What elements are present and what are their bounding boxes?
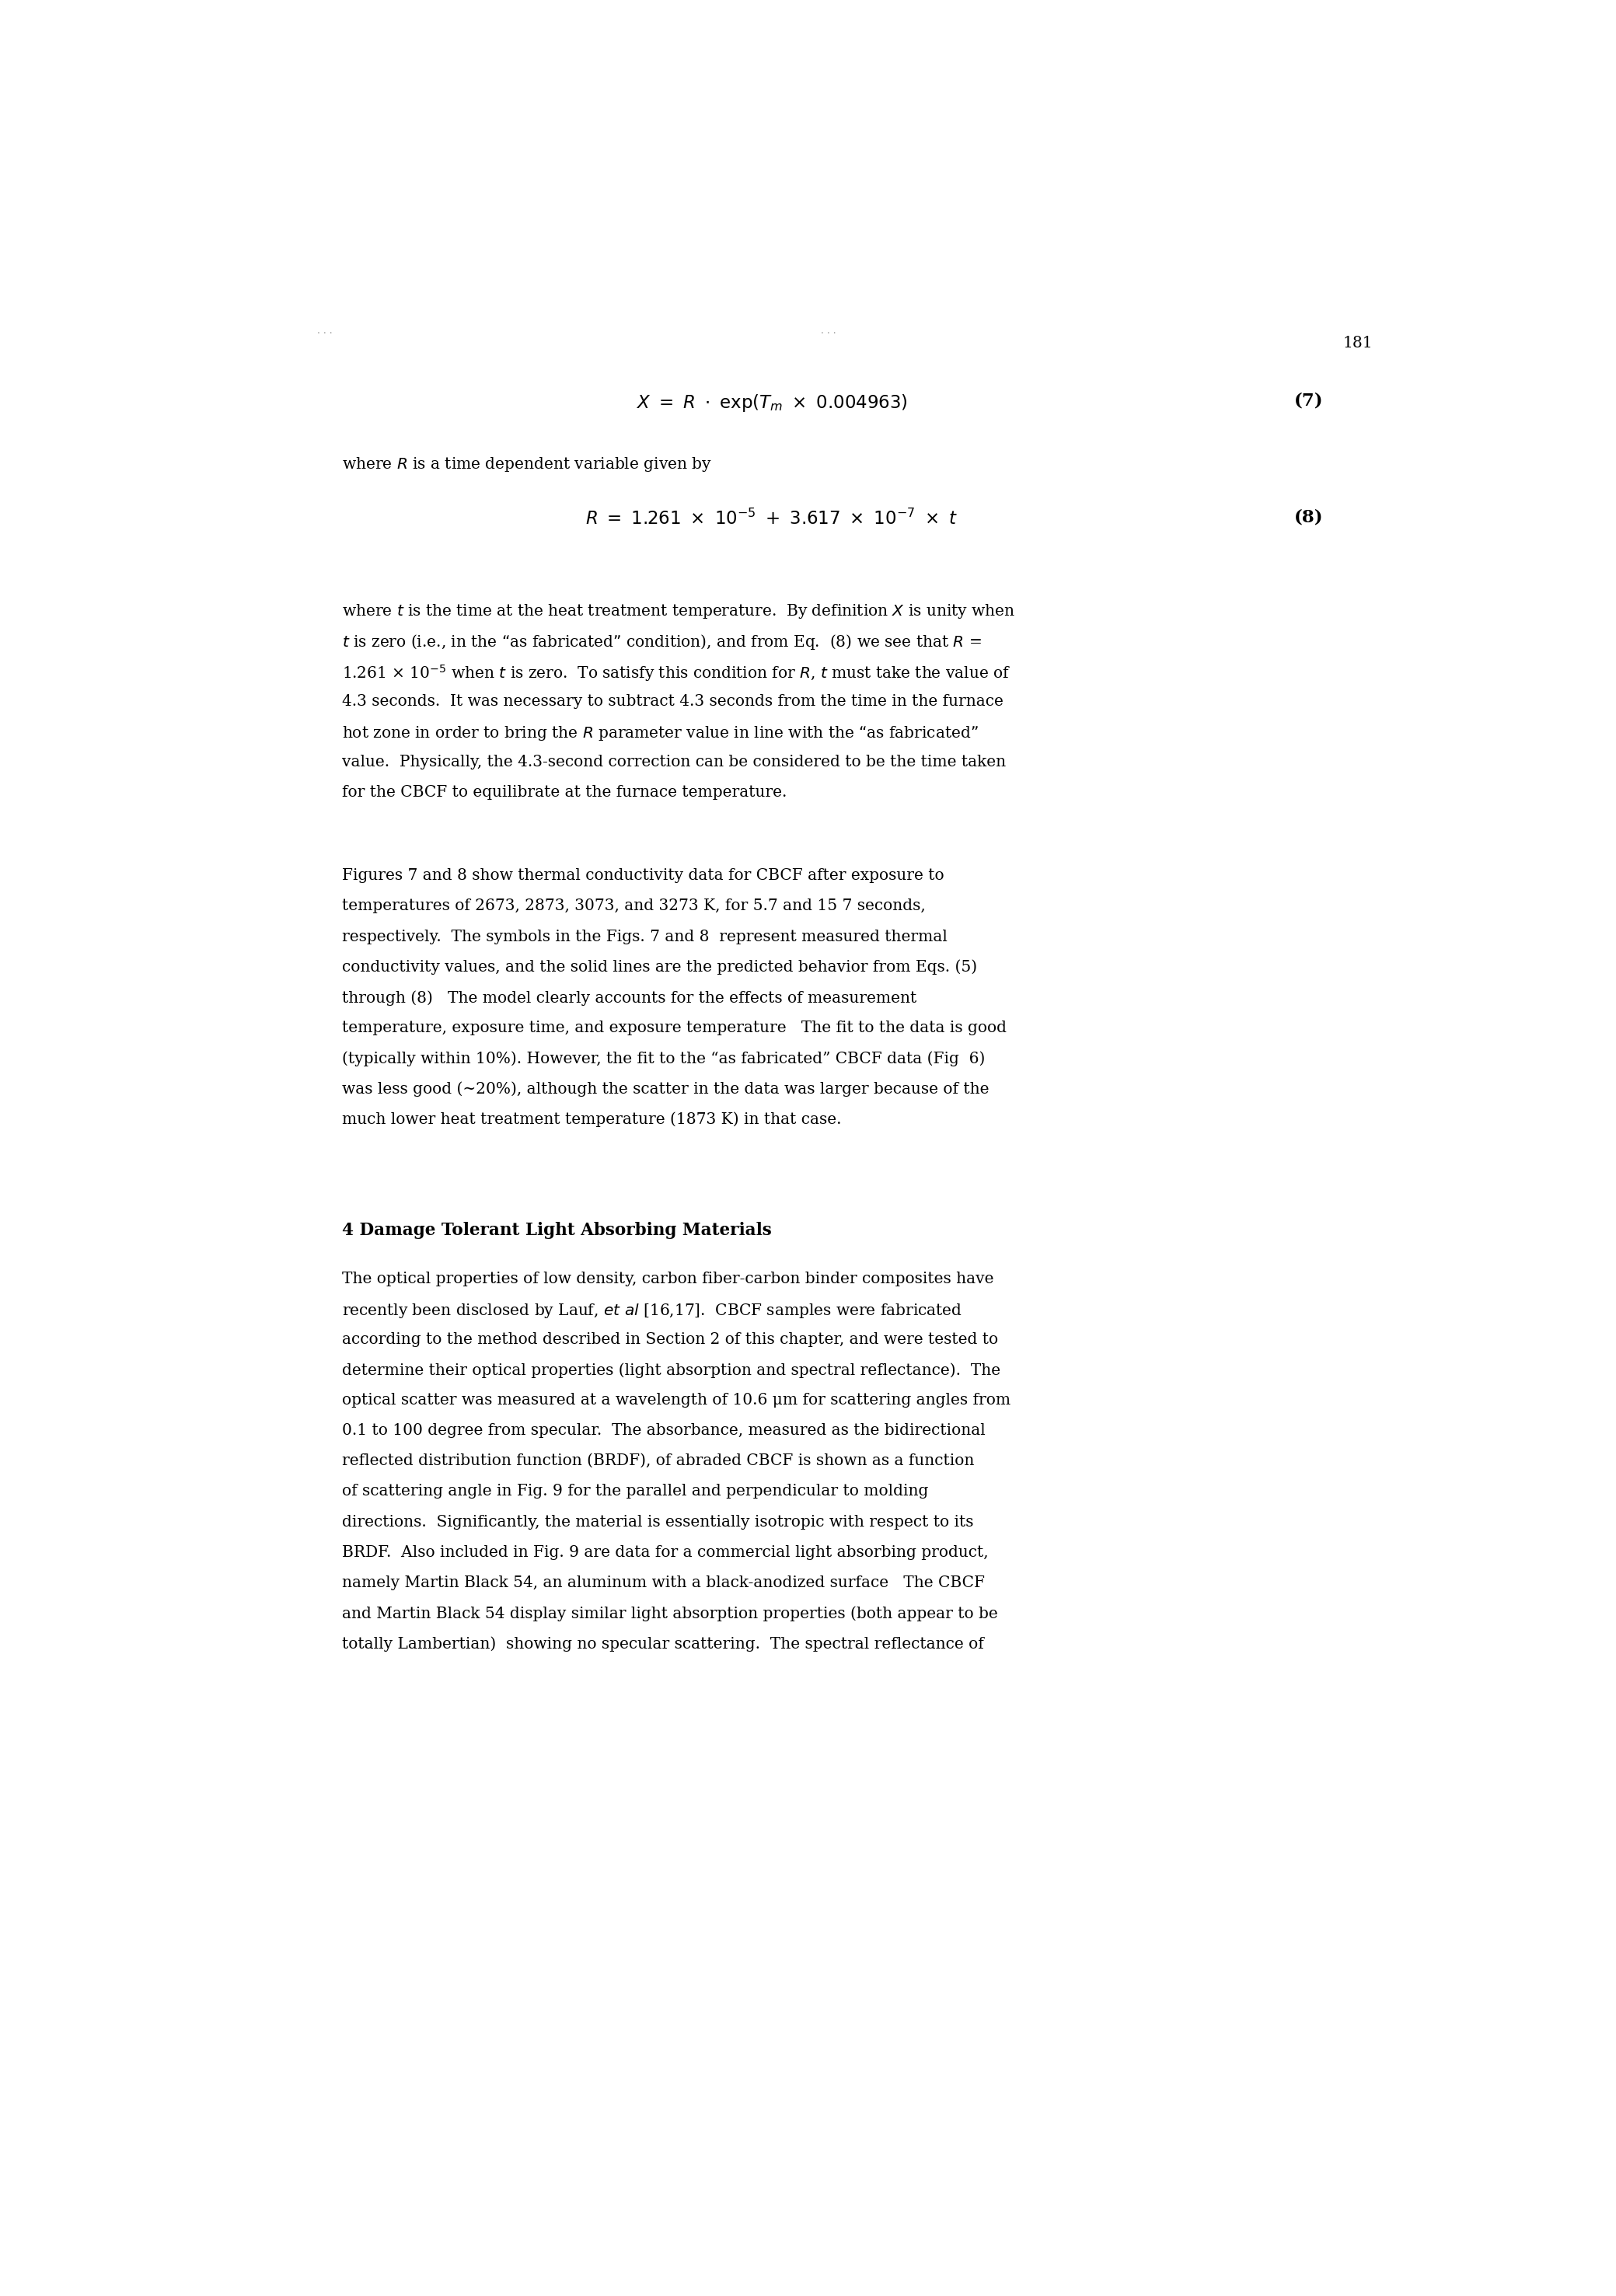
Text: namely Martin Black 54, an aluminum with a black-anodized surface   The CBCF: namely Martin Black 54, an aluminum with…	[343, 1575, 986, 1591]
Text: Figures 7 and 8 show thermal conductivity data for CBCF after exposure to: Figures 7 and 8 show thermal conductivit…	[343, 868, 944, 884]
Text: hot zone in order to bring the $R$ parameter value in line with the “as fabricat: hot zone in order to bring the $R$ param…	[343, 723, 979, 742]
Text: · · ·: · · ·	[821, 328, 835, 340]
Text: of scattering angle in Fig. 9 for the parallel and perpendicular to molding: of scattering angle in Fig. 9 for the pa…	[343, 1483, 929, 1499]
Text: recently been disclosed by Lauf, $et\ al$ [16,17].  CBCF samples were fabricated: recently been disclosed by Lauf, $et\ al…	[343, 1302, 963, 1320]
Text: $t$ is zero (i.e., in the “as fabricated” condition), and from Eq.  (8) we see t: $t$ is zero (i.e., in the “as fabricated…	[343, 634, 983, 652]
Text: 4.3 seconds.  It was necessary to subtract 4.3 seconds from the time in the furn: 4.3 seconds. It was necessary to subtrac…	[343, 693, 1004, 709]
Text: respectively.  The symbols in the Figs. 7 and 8  represent measured thermal: respectively. The symbols in the Figs. 7…	[343, 930, 947, 944]
Text: directions.  Significantly, the material is essentially isotropic with respect t: directions. Significantly, the material …	[343, 1515, 974, 1529]
Text: where $R$ is a time dependent variable given by: where $R$ is a time dependent variable g…	[343, 457, 713, 473]
Text: determine their optical properties (light absorption and spectral reflectance). : determine their optical properties (ligh…	[343, 1362, 1000, 1378]
Text: (7): (7)	[1294, 393, 1324, 409]
Text: 0.1 to 100 degree from specular.  The absorbance, measured as the bidirectional: 0.1 to 100 degree from specular. The abs…	[343, 1424, 986, 1437]
Text: $X \ = \ R \ \cdot \ \exp(T_{m} \ \times \ 0.004963)$: $X \ = \ R \ \cdot \ \exp(T_{m} \ \times…	[637, 393, 908, 413]
Text: 181: 181	[1343, 335, 1374, 351]
Text: and Martin Black 54 display similar light absorption properties (both appear to : and Martin Black 54 display similar ligh…	[343, 1605, 999, 1621]
Text: through (8)   The model clearly accounts for the effects of measurement: through (8) The model clearly accounts f…	[343, 990, 916, 1006]
Text: for the CBCF to equilibrate at the furnace temperature.: for the CBCF to equilibrate at the furna…	[343, 785, 787, 799]
Text: value.  Physically, the 4.3-second correction can be considered to be the time t: value. Physically, the 4.3-second correc…	[343, 755, 1007, 769]
Text: $R \ = \ 1.261 \ \times \ 10^{-5} \ + \ 3.617 \ \times \ 10^{-7} \ \times \ t$: $R \ = \ 1.261 \ \times \ 10^{-5} \ + \ …	[585, 510, 958, 528]
Text: according to the method described in Section 2 of this chapter, and were tested : according to the method described in Sec…	[343, 1332, 999, 1348]
Text: BRDF.  Also included in Fig. 9 are data for a commercial light absorbing product: BRDF. Also included in Fig. 9 are data f…	[343, 1545, 989, 1559]
Text: optical scatter was measured at a wavelength of 10.6 μm for scattering angles fr: optical scatter was measured at a wavele…	[343, 1394, 1012, 1407]
Text: 4 Damage Tolerant Light Absorbing Materials: 4 Damage Tolerant Light Absorbing Materi…	[343, 1221, 772, 1240]
Text: 1.261 × 10$^{-5}$ when $t$ is zero.  To satisfy this condition for $R$, $t$ must: 1.261 × 10$^{-5}$ when $t$ is zero. To s…	[343, 664, 1012, 684]
Text: reflected distribution function (BRDF), of abraded CBCF is shown as a function: reflected distribution function (BRDF), …	[343, 1453, 974, 1469]
Text: conductivity values, and the solid lines are the predicted behavior from Eqs. (5: conductivity values, and the solid lines…	[343, 960, 978, 976]
Text: (typically within 10%). However, the fit to the “as fabricated” CBCF data (Fig  : (typically within 10%). However, the fit…	[343, 1052, 986, 1065]
Text: temperatures of 2673, 2873, 3073, and 3273 K, for 5.7 and 15 7 seconds,: temperatures of 2673, 2873, 3073, and 32…	[343, 900, 926, 914]
Text: temperature, exposure time, and exposure temperature   The fit to the data is go: temperature, exposure time, and exposure…	[343, 1019, 1007, 1035]
Text: · · ·: · · ·	[317, 328, 333, 340]
Text: totally Lambertian)  showing no specular scattering.  The spectral reflectance o: totally Lambertian) showing no specular …	[343, 1637, 984, 1651]
Text: (8): (8)	[1294, 510, 1324, 526]
Text: was less good (∼20%), although the scatter in the data was larger because of the: was less good (∼20%), although the scatt…	[343, 1081, 989, 1097]
Text: where $t$ is the time at the heat treatment temperature.  By definition $X$ is u: where $t$ is the time at the heat treatm…	[343, 602, 1015, 620]
Text: much lower heat treatment temperature (1873 K) in that case.: much lower heat treatment temperature (1…	[343, 1111, 842, 1127]
Text: The optical properties of low density, carbon fiber-carbon binder composites hav: The optical properties of low density, c…	[343, 1272, 994, 1286]
